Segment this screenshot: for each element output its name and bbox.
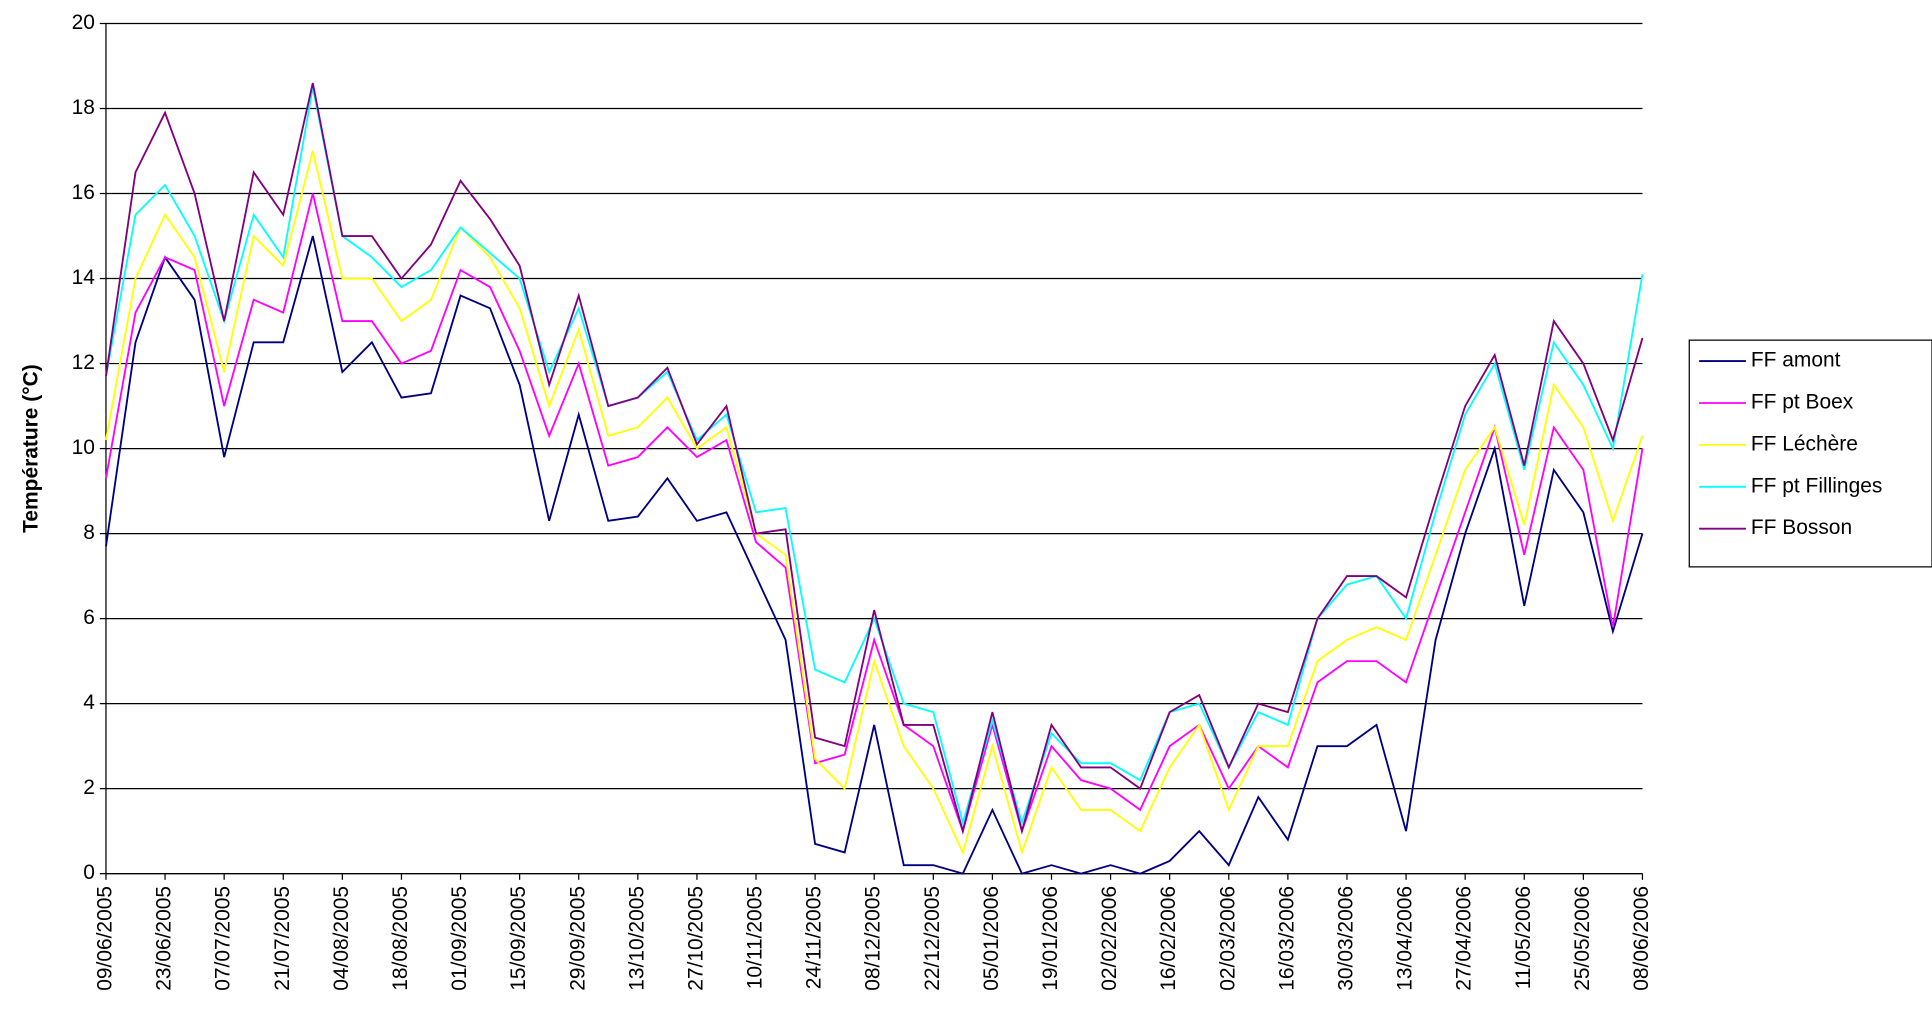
- x-tick-label: 13/04/2006: [1394, 886, 1417, 991]
- x-tick-label: 15/09/2005: [507, 886, 530, 991]
- x-tick-label: 18/08/2005: [389, 886, 412, 991]
- x-tick-label: 02/02/2006: [1098, 886, 1121, 991]
- series-line: [105, 150, 1644, 856]
- y-tick-label: 6: [83, 606, 95, 629]
- series-line: [105, 193, 1644, 835]
- legend-label: FF Léchère: [1751, 432, 1858, 455]
- series-line: [105, 82, 1644, 835]
- y-tick-label: 2: [83, 776, 95, 799]
- legend-label: FF amont: [1751, 349, 1841, 372]
- series-line: [105, 87, 1644, 827]
- y-tick-label: 8: [83, 521, 95, 544]
- x-tick-label: 16/03/2006: [1275, 886, 1298, 991]
- y-tick-label: 20: [72, 11, 95, 34]
- legend-label: FF Bosson: [1751, 516, 1852, 539]
- y-tick-label: 12: [72, 351, 95, 374]
- x-tick-label: 21/07/2005: [271, 886, 294, 991]
- x-tick-label: 29/09/2005: [566, 886, 589, 991]
- x-tick-label: 23/06/2005: [153, 886, 176, 991]
- legend-label: FF pt Boex: [1751, 391, 1854, 414]
- y-tick-label: 0: [83, 861, 95, 884]
- x-tick-label: 08/12/2005: [862, 886, 885, 991]
- x-tick-label: 05/01/2006: [980, 886, 1003, 991]
- y-tick-label: 14: [72, 266, 96, 289]
- x-tick-label: 13/10/2005: [625, 886, 648, 991]
- x-tick-label: 02/03/2006: [1216, 886, 1239, 991]
- x-tick-label: 25/05/2006: [1571, 886, 1594, 991]
- x-tick-label: 22/12/2005: [921, 886, 944, 991]
- x-tick-label: 07/07/2005: [212, 886, 235, 991]
- y-tick-label: 18: [72, 96, 95, 119]
- x-tick-label: 27/10/2005: [684, 886, 707, 991]
- x-tick-label: 01/09/2005: [448, 886, 471, 991]
- y-tick-label: 16: [72, 181, 95, 204]
- x-tick-label: 10/11/2005: [744, 886, 767, 989]
- y-axis-title: Température (°C): [20, 364, 43, 533]
- legend-label: FF pt Fillinges: [1751, 474, 1882, 497]
- x-tick-label: 04/08/2005: [330, 886, 353, 991]
- y-tick-label: 10: [72, 436, 95, 459]
- x-tick-label: 27/04/2006: [1453, 886, 1476, 991]
- x-tick-label: 09/06/2005: [93, 886, 116, 991]
- series-line: [105, 235, 1644, 875]
- y-tick-label: 4: [83, 691, 95, 714]
- x-tick-label: 16/02/2006: [1157, 886, 1180, 991]
- x-tick-label: 24/11/2005: [803, 886, 826, 989]
- x-tick-label: 30/03/2006: [1335, 886, 1358, 991]
- x-tick-label: 19/01/2006: [1039, 886, 1062, 991]
- x-tick-label: 08/06/2006: [1630, 886, 1653, 991]
- x-tick-label: 11/05/2006: [1512, 886, 1535, 989]
